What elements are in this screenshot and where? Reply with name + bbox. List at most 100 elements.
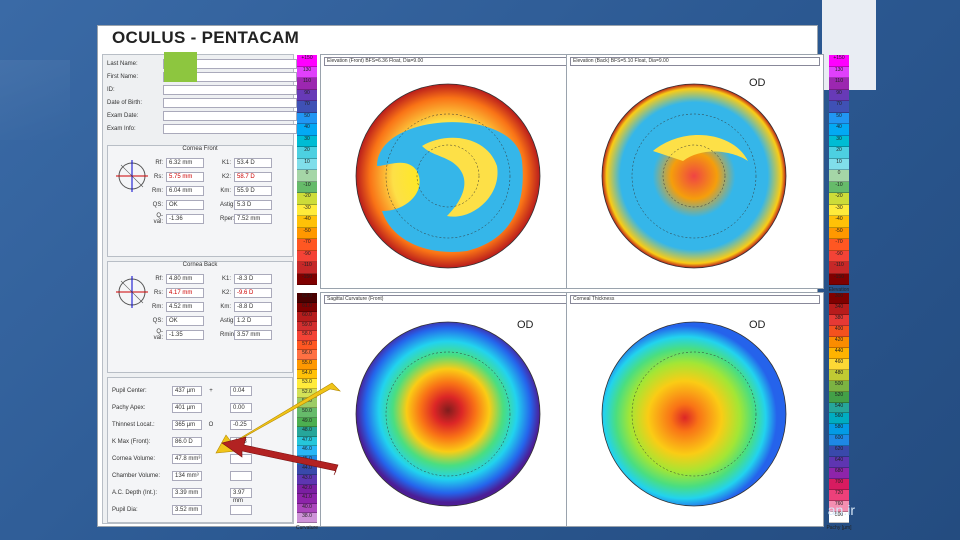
pachymetry-secondary[interactable]: 0.04: [230, 385, 252, 396]
field-label: Exam Info:: [107, 125, 136, 132]
scale-step: 56.0: [297, 350, 317, 361]
scale-step: 560: [829, 413, 849, 425]
pachymetry-value[interactable]: 365 µm: [172, 419, 202, 430]
pachymetry-secondary[interactable]: [230, 504, 252, 515]
id-field[interactable]: [163, 84, 297, 95]
value-field[interactable]: 1.2 D: [234, 316, 272, 326]
elevation-map-image: [355, 83, 541, 269]
scale-step: 0: [297, 170, 317, 182]
pachymetry-value[interactable]: 47.8 mm³: [172, 453, 202, 464]
pachymetry-row: Pachy Apex: 401 µm 0.00: [108, 399, 292, 416]
pachymetry-marker: O: [208, 421, 214, 428]
value-label: Rper:: [220, 216, 235, 222]
scale-step: 49.0: [297, 417, 317, 428]
scale-step: 300: [829, 293, 849, 304]
pachymetry-secondary[interactable]: -0.25: [230, 419, 252, 430]
sagittal-curvature-map[interactable]: Sagittal Curvature (Front) OD 62.0 61.0 60…: [296, 292, 578, 531]
scale-step: -20: [829, 193, 849, 205]
pachymetry-row: Pupil Center: 437 µm +0.04: [108, 382, 292, 399]
scale-step: 55.0: [297, 360, 317, 370]
value-field[interactable]: 7.52 mm: [234, 214, 272, 224]
eye-label: OD: [749, 77, 766, 89]
value-label: Rs:: [154, 174, 163, 180]
scale-step: 700: [829, 479, 849, 491]
scale-step: 47.0: [297, 436, 317, 447]
map-type-select[interactable]: Sagittal Curvature (Front): [324, 295, 574, 304]
value-field[interactable]: 3.57 mm: [234, 330, 272, 340]
value-field[interactable]: -8.3 D: [234, 274, 272, 284]
value-field[interactable]: 4.17 mm: [166, 288, 204, 298]
pachymetry-secondary[interactable]: 3.97 mm: [230, 487, 252, 504]
eye-label: OD: [517, 319, 534, 331]
map-type-select[interactable]: Corneal Thickness: [570, 295, 820, 304]
value-field[interactable]: 53.4 D: [234, 158, 272, 168]
scale-caption: Curvature: [296, 525, 318, 531]
value-field[interactable]: 5.75 mm: [166, 172, 204, 182]
cornea-value-row: Rm: 6.04 mm Km: 55.9 D: [108, 184, 292, 198]
scale-step: 57.0: [297, 340, 317, 351]
last-name-field[interactable]: [163, 58, 297, 69]
field-label: Date of Birth:: [107, 99, 143, 106]
value-label: Astig:: [220, 318, 236, 324]
cornea-value-row: Rf: 4.80 mm K1: -8.3 D: [108, 272, 292, 286]
value-field[interactable]: 55.9 D: [234, 186, 272, 196]
value-field[interactable]: -1.36: [166, 214, 204, 224]
value-field[interactable]: -9.6 D: [234, 288, 272, 298]
scale-step: 540: [829, 402, 849, 414]
scale-step: 46.0: [297, 446, 317, 456]
scale-step: 90: [829, 89, 849, 101]
value-field[interactable]: 5.3 D: [234, 200, 272, 210]
exam-date-field[interactable]: [163, 110, 297, 121]
back-elevation-map[interactable]: Elevation (Back) BFS=5.10 Float, Dia=9.0…: [566, 54, 849, 299]
pachymetry-label: Pachy Apex:: [112, 404, 146, 411]
thickness-map-image: [601, 321, 787, 507]
value-field[interactable]: -1.35: [166, 330, 204, 340]
scale-step: 680: [829, 468, 849, 480]
value-field[interactable]: OK: [166, 200, 204, 210]
patient-field-row: First Name:: [107, 70, 297, 83]
pachymetry-value[interactable]: 134 mm³: [172, 470, 202, 481]
dob-field[interactable]: [163, 97, 297, 108]
scale-step: -20: [297, 193, 317, 205]
scale-step: 53.0: [297, 379, 317, 389]
pachymetry-secondary[interactable]: 0.00: [230, 402, 252, 413]
map-type-select[interactable]: Elevation (Front) BFS=6.36 Float, Dia=9.…: [324, 57, 574, 66]
exam-info-field[interactable]: [163, 123, 297, 134]
value-field[interactable]: 58.7 D: [234, 172, 272, 182]
cornea-front-section: Cornea Front Rf: 6.32 mm K1: 53.4 D Rs: 5.75 …: [107, 145, 293, 257]
scale-step: 54.0: [297, 369, 317, 380]
scale-step: -70: [829, 239, 849, 251]
scale-step: -10: [297, 181, 317, 193]
pachymetry-value[interactable]: 3.52 mm: [172, 504, 202, 515]
first-name-field[interactable]: [163, 71, 297, 82]
corneal-thickness-map[interactable]: Corneal Thickness OD 300 340 380 400 420 440 4…: [566, 292, 852, 531]
cornea-value-row: Q-val: -1.35 Rmin: 3.57 mm: [108, 328, 292, 342]
scale-step: 59.0: [297, 321, 317, 332]
pachymetry-value[interactable]: 3.39 mm: [172, 487, 202, 498]
scale-step: 0: [829, 170, 849, 182]
pachymetry-value[interactable]: 437 µm: [172, 385, 202, 396]
scale-step: 380: [829, 314, 849, 326]
scale-step: 62.0: [297, 293, 317, 303]
value-field[interactable]: 4.80 mm: [166, 274, 204, 284]
scale-step: 41.0: [297, 494, 317, 504]
scale-step: 90: [297, 89, 317, 101]
value-field[interactable]: 4.52 mm: [166, 302, 204, 312]
pachymetry-value[interactable]: 401 µm: [172, 402, 202, 413]
pachymetry-value[interactable]: 86.0 D: [172, 436, 202, 447]
scale-step: 10: [829, 158, 849, 170]
scale-step: -40: [297, 216, 317, 228]
value-field[interactable]: 6.04 mm: [166, 186, 204, 196]
value-label: Rmin:: [220, 332, 236, 338]
pachymetry-row: A.C. Depth (Int.): 3.39 mm 3.97 mm: [108, 484, 292, 504]
pachymetry-secondary[interactable]: [230, 470, 252, 481]
map-type-select[interactable]: Elevation (Back) BFS=5.10 Float, Dia=9.0…: [570, 57, 820, 66]
front-elevation-map[interactable]: Elevation (Front) BFS=6.36 Float, Dia=9.…: [297, 54, 578, 289]
value-label: Q-val:: [153, 213, 163, 225]
scale-step: -90: [297, 250, 317, 262]
value-field[interactable]: 6.32 mm: [166, 158, 204, 168]
scale-step: 58.0: [297, 331, 317, 341]
value-field[interactable]: -8.8 D: [234, 302, 272, 312]
value-field[interactable]: OK: [166, 316, 204, 326]
scale-step: 460: [829, 358, 849, 370]
